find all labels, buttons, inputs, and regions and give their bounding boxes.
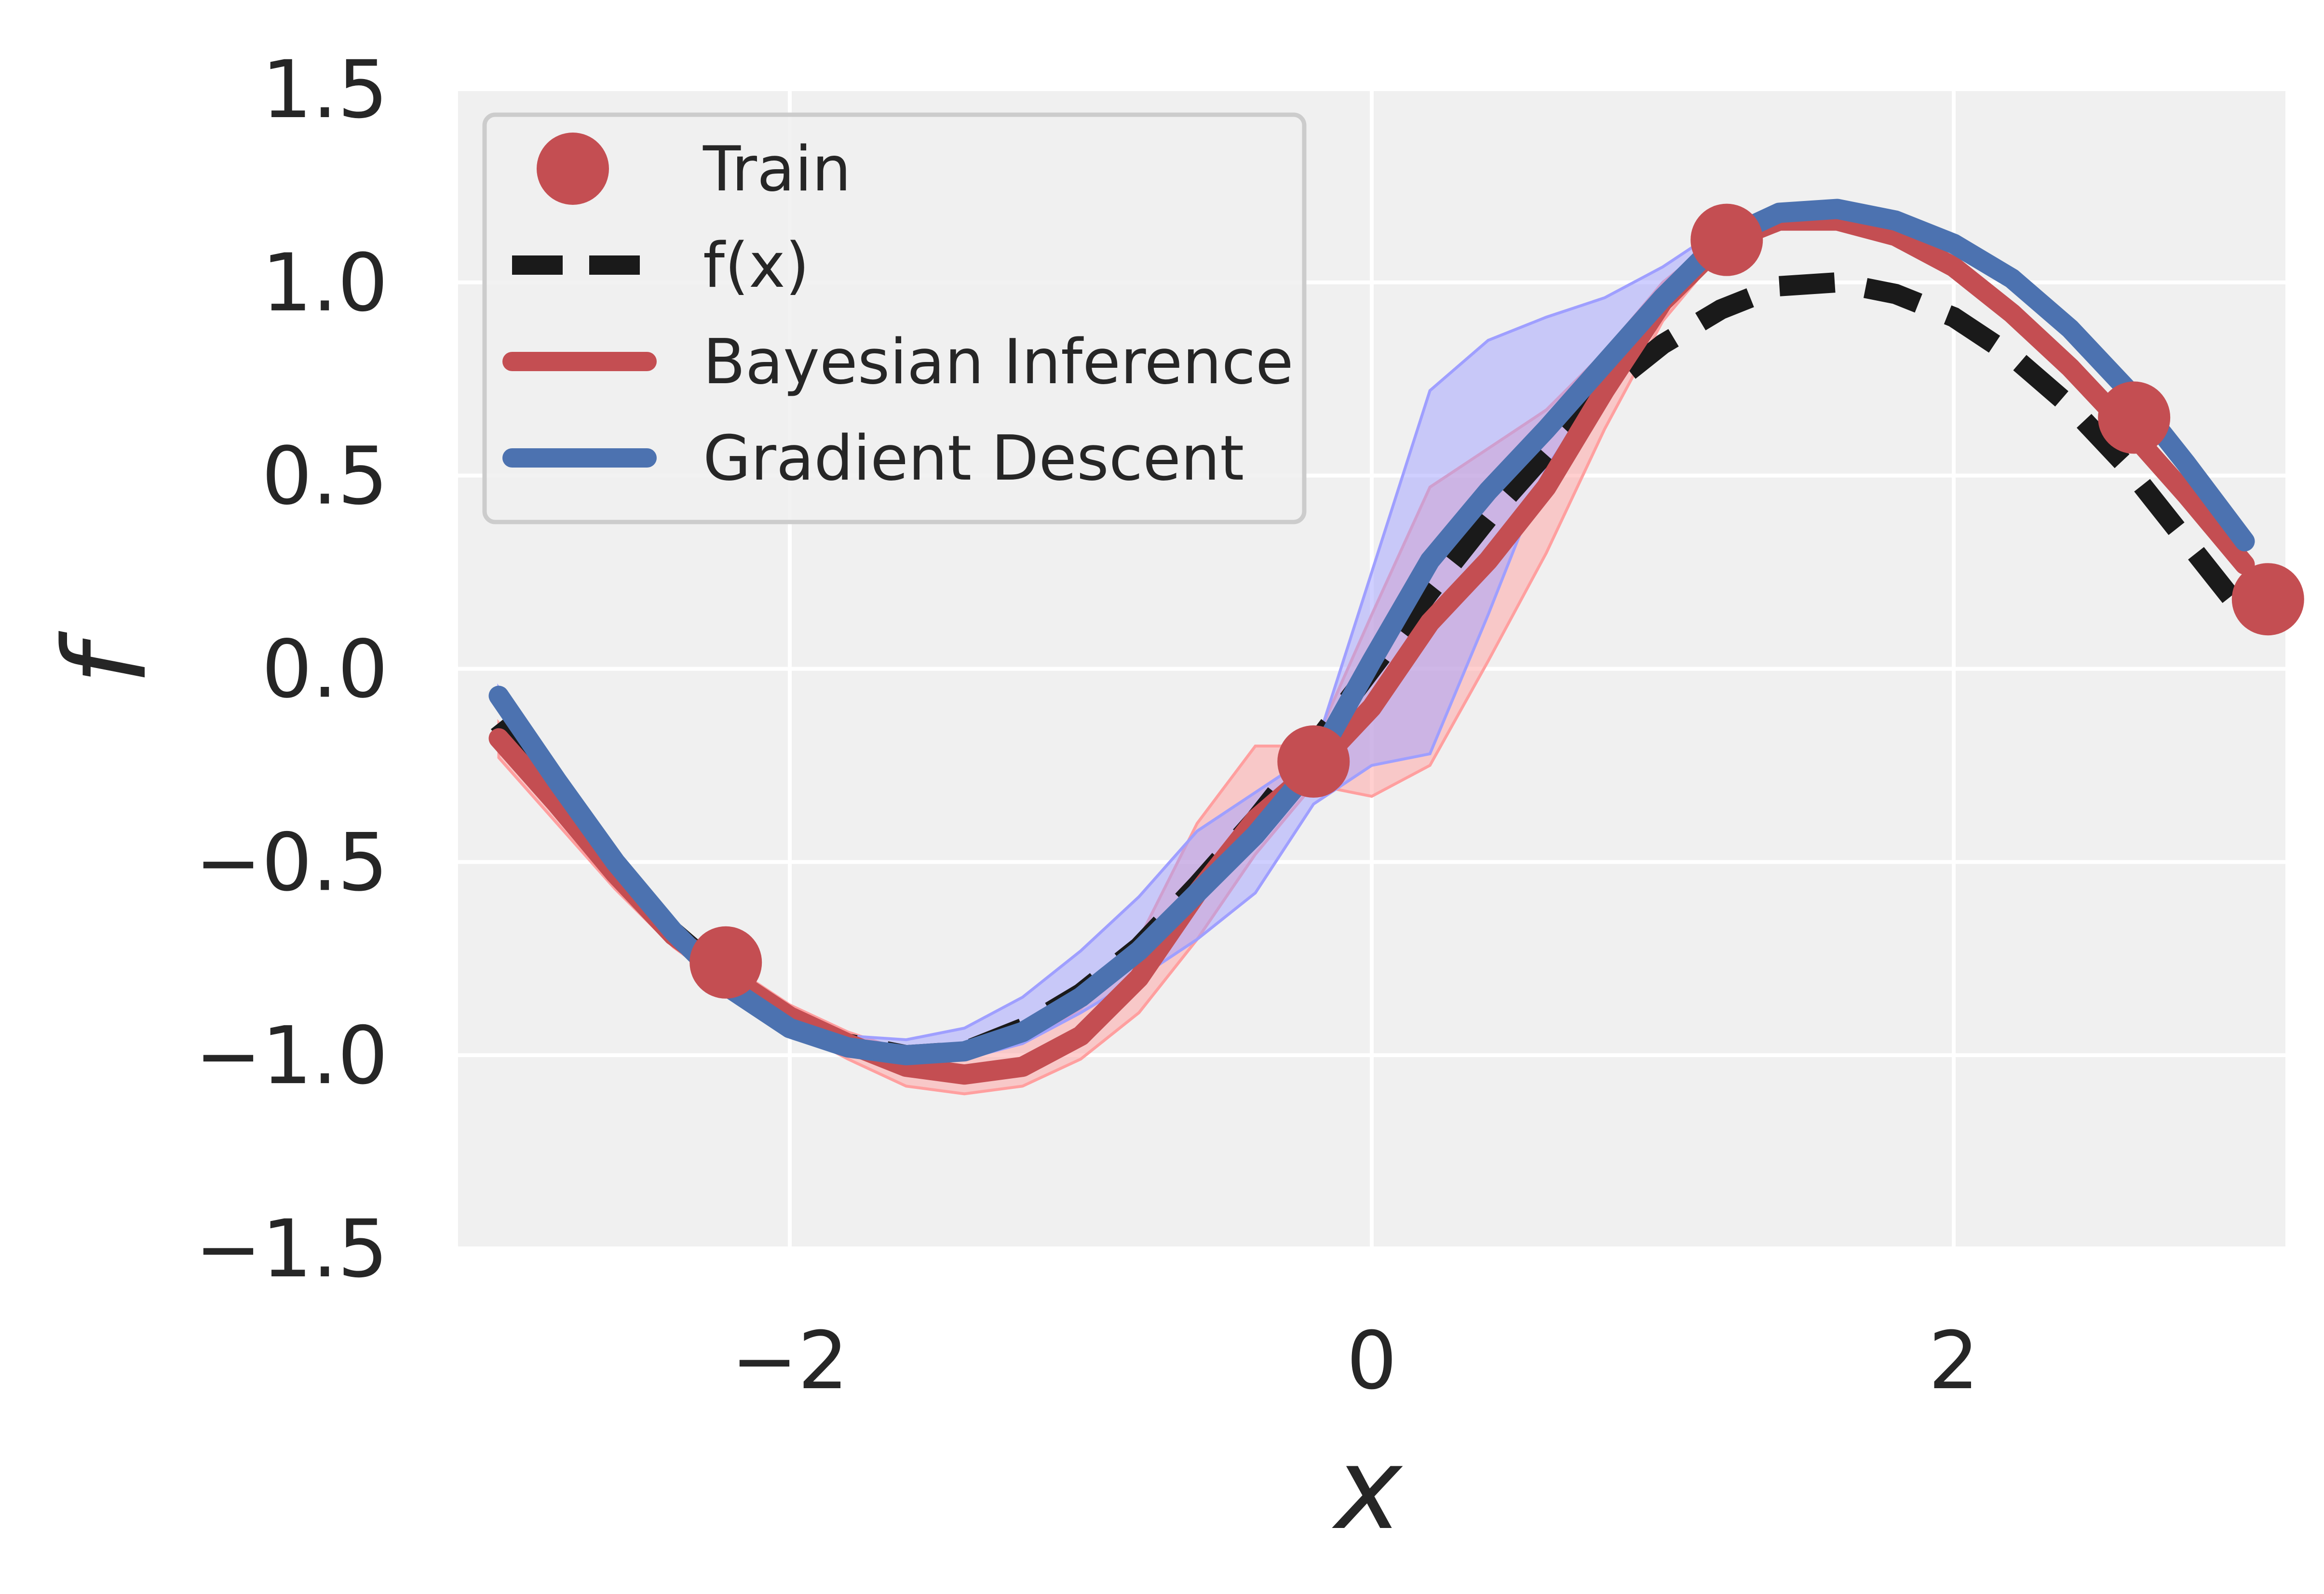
- x-axis-label: x: [1331, 1423, 1403, 1555]
- train-points: [689, 203, 2304, 999]
- train-point-1: [1277, 725, 1350, 798]
- y-tick-label-1: −1.0: [195, 1009, 388, 1102]
- legend-label-gd: Gradient Descent: [703, 423, 1244, 495]
- train-point-2: [1690, 203, 1763, 276]
- tick-labels: −2 0 2 −1.5 −1.0 −0.5 0.0 0.5 1.0 1.5: [195, 43, 1979, 1407]
- y-axis-label: f: [40, 630, 172, 685]
- legend: Train f(x) Bayesian Inference Gradient D…: [482, 112, 1307, 524]
- y-tick-label-5: 1.0: [262, 237, 388, 329]
- legend-label-bayes: Bayesian Inference: [703, 326, 1294, 398]
- train-point-4: [2231, 563, 2304, 636]
- gd-line: [488, 199, 2255, 1066]
- series-lines: [488, 199, 2255, 1085]
- train-point-0: [689, 926, 762, 999]
- y-tick-label-6: 1.5: [262, 43, 388, 136]
- legend-train-marker: [537, 133, 609, 205]
- x-tick-label-2: 2: [1929, 1314, 1979, 1407]
- x-tick-label-1: 0: [1347, 1314, 1397, 1407]
- x-tick-label-0: −2: [731, 1314, 848, 1407]
- legend-box: [482, 112, 1307, 524]
- y-tick-label-0: −1.5: [195, 1203, 388, 1295]
- legend-label-fx: f(x): [703, 230, 810, 302]
- y-tick-label-4: 0.5: [262, 430, 388, 522]
- y-tick-label-3: 0.0: [262, 623, 388, 716]
- y-tick-label-2: −0.5: [195, 816, 388, 909]
- legend-label-train: Train: [703, 134, 851, 205]
- train-point-3: [2098, 381, 2171, 454]
